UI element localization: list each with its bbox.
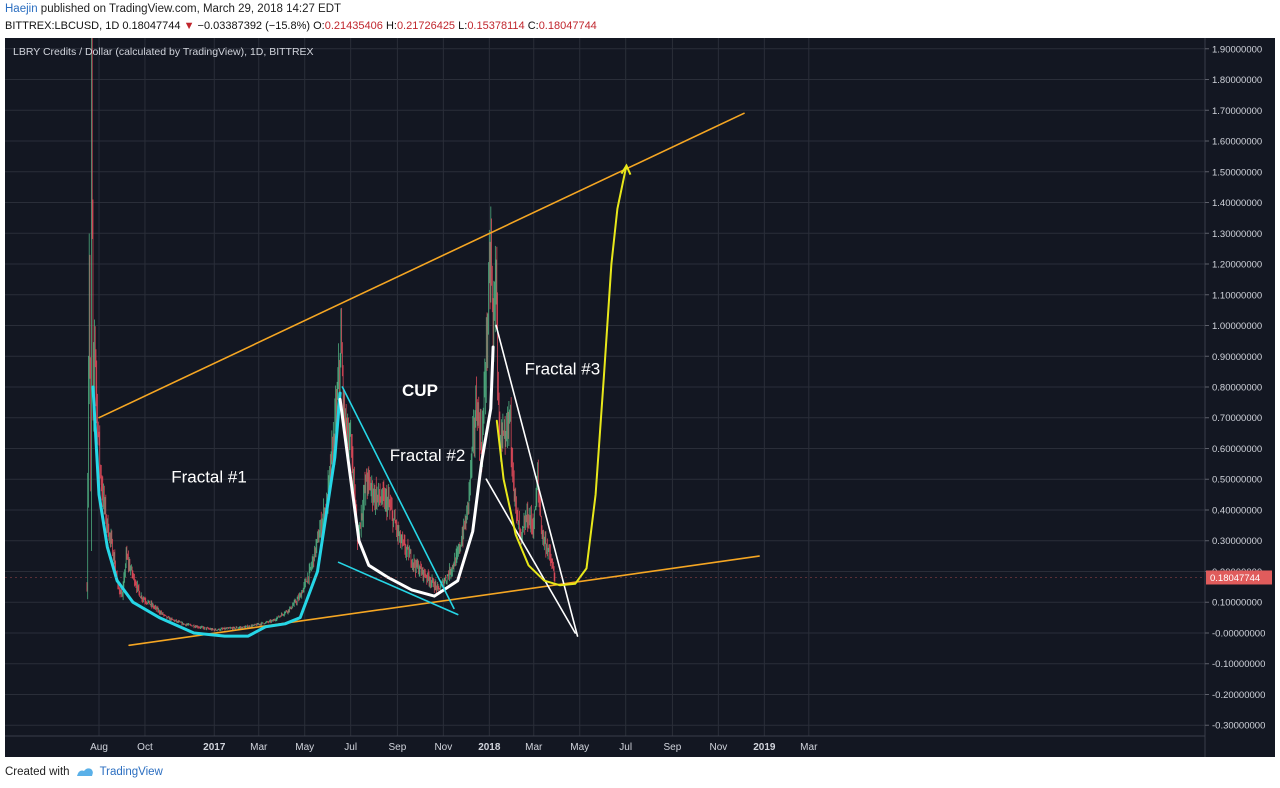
x-tick-label: 2018	[478, 742, 501, 753]
open-label: O:	[313, 20, 325, 32]
y-tick-label: -0.10000000	[1212, 659, 1265, 670]
y-tick-label: 0.10000000	[1212, 598, 1262, 609]
y-tick-label: 1.10000000	[1212, 290, 1262, 301]
y-tick-label: 0.70000000	[1212, 413, 1262, 424]
created-with-text: Created with	[5, 766, 70, 778]
resistance-line	[98, 112, 745, 419]
x-tick-label: May	[295, 742, 314, 753]
y-tick-label: 0.50000000	[1212, 475, 1262, 486]
y-tick-label: 0.90000000	[1212, 352, 1262, 363]
x-tick-label: Aug	[90, 742, 108, 753]
y-tick-label: 1.40000000	[1212, 198, 1262, 209]
x-tick-label: Jul	[619, 742, 632, 753]
x-tick-label: Oct	[137, 742, 153, 753]
high-label: H:	[385, 20, 397, 32]
symbol-info: BITTREX:LBCUSD, 1D 0.18047744 ▼ −0.03387…	[5, 20, 597, 32]
y-tick-label: 1.30000000	[1212, 229, 1262, 240]
x-tick-label: Mar	[525, 742, 543, 753]
y-tick-label: 1.80000000	[1212, 75, 1262, 86]
x-tick-label: Mar	[250, 742, 268, 753]
support-line	[128, 555, 760, 647]
annotation-label: Fractal #1	[171, 467, 247, 486]
x-tick-label: Mar	[800, 742, 818, 753]
fractal1-cup	[91, 385, 342, 638]
close-label: C:	[527, 20, 539, 32]
footer: Created with TradingView	[5, 766, 163, 778]
x-tick-label: Sep	[388, 742, 406, 753]
published-text: published on TradingView.com, March 29, …	[37, 3, 342, 15]
high-value: 0.21726425	[396, 20, 456, 32]
price-change: −0.03387392 (−15.8%)	[197, 20, 311, 32]
y-tick-label: 1.00000000	[1212, 321, 1262, 332]
publish-info: Haejin published on TradingView.com, Mar…	[5, 3, 341, 15]
close-value: 0.18047744	[538, 20, 597, 32]
price-chart[interactable]: 1.90000000 1.80000000 1.70000000 1.60000000…	[5, 38, 1275, 757]
last-price: 0.18047744	[122, 20, 181, 32]
x-tick-label: Jul	[344, 742, 357, 753]
fractal2-base	[337, 561, 459, 616]
y-tick-label: 0.40000000	[1212, 505, 1262, 516]
x-tick-label: Nov	[709, 742, 727, 753]
y-tick-label: 1.90000000	[1212, 44, 1262, 55]
y-tick-label: 1.50000000	[1212, 167, 1262, 178]
y-tick-label: -0.20000000	[1212, 690, 1265, 701]
x-tick-label: May	[570, 742, 589, 753]
fractal2-cup	[338, 345, 495, 598]
tradingview-logo-icon	[76, 766, 94, 778]
annotation-label: Fractal #2	[390, 446, 466, 465]
projection	[495, 164, 628, 587]
annotation-label: Fractal #3	[525, 360, 601, 379]
y-tick-label: -0.00000000	[1212, 628, 1265, 639]
y-tick-label: 0.30000000	[1212, 536, 1262, 547]
fractal2-trendline	[341, 386, 455, 610]
open-value: 0.21435406	[324, 20, 383, 32]
y-tick-label: -0.30000000	[1212, 721, 1265, 732]
y-tick-label: 1.60000000	[1212, 137, 1262, 148]
y-tick-label: 1.70000000	[1212, 106, 1262, 117]
x-tick-label: Nov	[434, 742, 452, 753]
last-price-label: 0.18047744	[1210, 573, 1260, 584]
fractal3-base	[485, 478, 576, 634]
down-arrow-icon: ▼	[183, 20, 195, 32]
low-value: 0.15378114	[467, 20, 525, 32]
symbol-label: BITTREX:LBCUSD, 1D	[5, 20, 120, 32]
tradingview-link[interactable]: TradingView	[99, 766, 163, 778]
projection-arrowhead	[620, 163, 632, 176]
author-link[interactable]: Haejin	[5, 3, 38, 15]
chart-title: LBRY Credits / Dollar (calculated by Tra…	[13, 46, 314, 58]
x-tick-label: 2017	[203, 742, 226, 753]
low-label: L:	[458, 20, 468, 32]
chart-panel[interactable]: 1.90000000 1.80000000 1.70000000 1.60000000…	[5, 38, 1275, 757]
annotation-label: CUP	[402, 381, 438, 400]
y-tick-label: 0.80000000	[1212, 383, 1262, 394]
x-tick-label: 2019	[753, 742, 776, 753]
y-tick-label: 1.20000000	[1212, 260, 1262, 271]
x-tick-label: Sep	[664, 742, 682, 753]
y-tick-label: 0.60000000	[1212, 444, 1262, 455]
last-price-tag	[1206, 570, 1272, 585]
